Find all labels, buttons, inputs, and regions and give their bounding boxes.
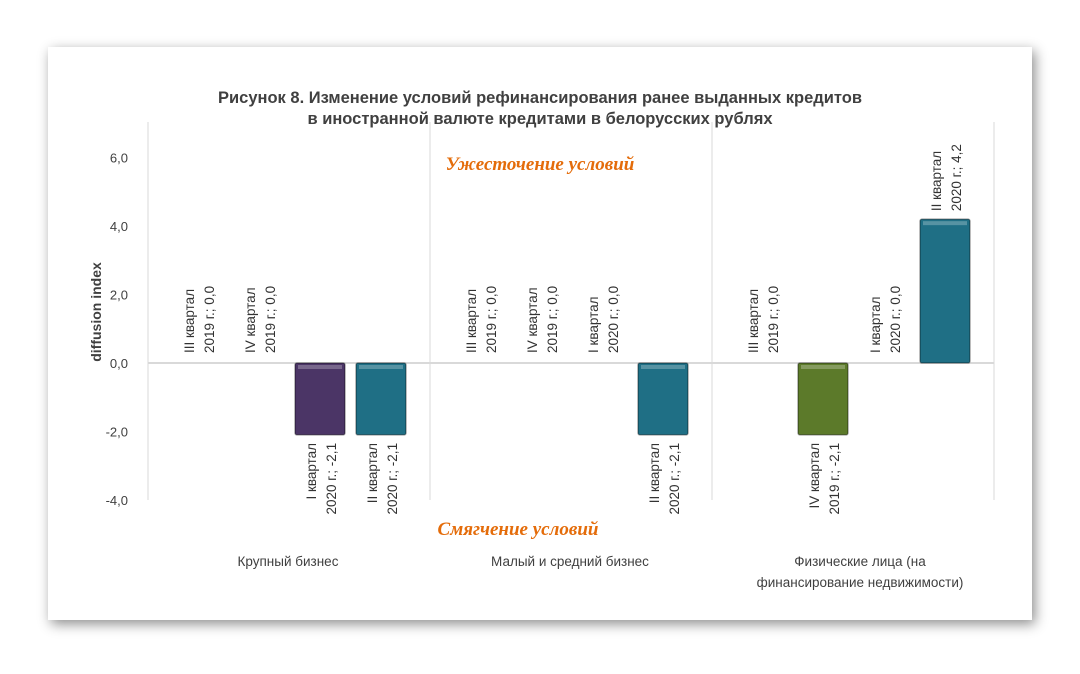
y-axis-label: diffusion index	[88, 262, 104, 362]
data-label: 2020 г.; 0,0	[606, 286, 621, 353]
data-label: 2020 г.; -2,1	[667, 443, 682, 515]
annotation-tightening: Ужесточение условий	[446, 154, 635, 175]
y-tick-label: 2,0	[110, 288, 128, 303]
data-label: 2019 г.; -2,1	[827, 443, 842, 515]
y-tick-label: -2,0	[106, 425, 128, 440]
y-tick-label: 4,0	[110, 219, 128, 234]
title-line-1: Рисунок 8. Изменение условий рефинансиро…	[218, 89, 862, 107]
data-label: III квартал	[746, 289, 761, 353]
bar-highlight	[298, 365, 342, 369]
bar-highlight	[923, 221, 967, 226]
data-label: I квартал	[868, 296, 883, 353]
category-label: Крупный бизнес	[238, 554, 339, 569]
data-label: III квартал	[182, 289, 197, 353]
bar-highlight	[801, 365, 845, 369]
data-label: 2020 г.; -2,1	[385, 443, 400, 515]
category-label: финансирование недвижимости)	[757, 575, 964, 590]
bar	[355, 362, 407, 436]
bar-highlight	[641, 365, 685, 369]
data-label: 2020 г.; 0,0	[888, 286, 903, 353]
chart-card	[48, 47, 1032, 620]
category-label: Малый и средний бизнес	[491, 554, 649, 569]
data-label: 2020 г.; -2,1	[324, 443, 339, 515]
data-label: 2019 г.; 0,0	[202, 286, 217, 353]
y-tick-label: 6,0	[110, 151, 128, 166]
data-label: 2019 г.; 0,0	[484, 286, 499, 353]
bar-highlight	[359, 365, 403, 369]
data-label: 2019 г.; 0,0	[766, 286, 781, 353]
data-label: IV квартал	[525, 287, 540, 353]
data-label: 2019 г.; 0,0	[545, 286, 560, 353]
data-label: I квартал	[586, 296, 601, 353]
data-label: II квартал	[647, 443, 662, 503]
data-label: 2020 г.; 4,2	[949, 144, 964, 211]
bar	[797, 362, 849, 436]
data-label: 2019 г.; 0,0	[263, 286, 278, 353]
data-label: II квартал	[929, 151, 944, 211]
data-label: III квартал	[464, 289, 479, 353]
bar	[637, 362, 689, 436]
data-label: IV квартал	[807, 443, 822, 509]
data-label: I квартал	[304, 443, 319, 500]
chart-title: Рисунок 8. Изменение условий рефинансиро…	[0, 88, 1080, 130]
category-label: Физические лица (на	[794, 554, 926, 569]
y-tick-label: -4,0	[106, 493, 128, 508]
annotation-easing: Смягчение условий	[438, 519, 599, 540]
data-label: IV квартал	[243, 287, 258, 353]
bar	[294, 362, 346, 436]
title-line-2: в иностранной валюте кредитами в белорус…	[307, 110, 773, 128]
bar	[919, 218, 971, 364]
data-label: II квартал	[365, 443, 380, 503]
y-tick-label: 0,0	[110, 356, 128, 371]
